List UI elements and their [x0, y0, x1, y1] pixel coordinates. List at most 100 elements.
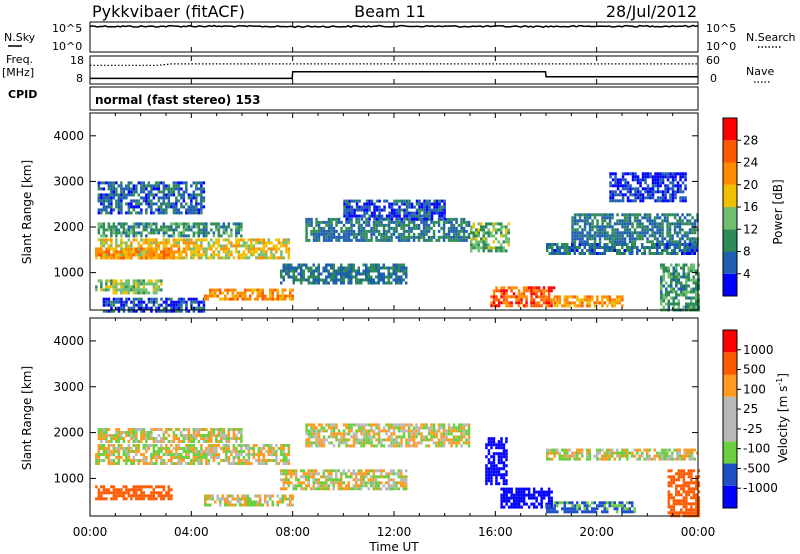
heatmap-cell — [611, 178, 615, 182]
heatmap-cell — [679, 190, 682, 194]
heatmap-cell — [395, 269, 398, 273]
heatmap-cell — [435, 208, 439, 212]
heatmap-cell — [322, 278, 325, 282]
heatmap-cell — [239, 500, 242, 504]
heatmap-cell — [100, 491, 103, 495]
heatmap-cell — [265, 244, 268, 248]
heatmap-cell — [112, 256, 116, 260]
heatmap-cell — [305, 226, 308, 230]
heatmap-cell — [588, 222, 592, 226]
heatmap-cell — [209, 503, 212, 507]
heatmap-cell — [671, 252, 674, 255]
heatmap-cell — [403, 211, 406, 215]
heatmap-cell — [325, 278, 328, 282]
heatmap-cell — [239, 497, 242, 501]
heatmap-cell — [677, 275, 680, 279]
heatmap-cell — [362, 432, 366, 436]
heatmap-cell — [102, 234, 106, 238]
heatmap-cell — [165, 428, 168, 431]
heatmap-cell — [202, 196, 206, 200]
heatmap-cell — [593, 240, 597, 244]
heatmap-cell — [365, 423, 368, 427]
heatmap-cell — [345, 238, 348, 242]
heatmap-cell — [683, 249, 686, 252]
heatmap-cell — [167, 440, 171, 443]
heatmap-cell — [95, 456, 98, 459]
heatmap-cell — [693, 240, 697, 244]
heatmap-cell — [135, 428, 138, 431]
heatmap-cell — [307, 278, 310, 282]
heatmap-cell — [335, 220, 338, 224]
heatmap-cell — [423, 202, 426, 206]
heatmap-cell — [110, 238, 113, 242]
heatmap-cell — [195, 222, 198, 226]
heatmap-cell — [307, 475, 310, 479]
heatmap-cell — [402, 269, 405, 273]
power-colorbar-label: 20 — [743, 178, 758, 192]
heatmap-cell — [327, 235, 331, 239]
heatmap-cell — [157, 190, 161, 194]
heatmap-cell — [377, 484, 380, 488]
heatmap-cell — [215, 428, 218, 431]
heatmap-cell — [442, 232, 446, 236]
heatmap-cell — [280, 459, 283, 462]
heatmap-cell — [692, 278, 695, 282]
heatmap-cell — [172, 231, 176, 235]
heatmap-cell — [596, 222, 599, 226]
heatmap-cell — [162, 208, 166, 212]
heatmap-cell — [672, 287, 675, 291]
heatmap-cell — [363, 211, 366, 215]
heatmap-cell — [180, 181, 183, 185]
heatmap-cell — [300, 266, 303, 270]
heatmap-cell — [686, 246, 689, 249]
heatmap-cell — [212, 222, 216, 226]
heatmap-cell — [405, 217, 409, 221]
heatmap-cell — [350, 223, 353, 227]
heatmap-cell — [487, 222, 490, 226]
heatmap-cell — [477, 228, 480, 232]
heatmap-cell — [265, 241, 268, 245]
heatmap-cell — [197, 440, 201, 443]
heatmap-cell — [234, 297, 237, 301]
heatmap-cell — [212, 244, 216, 248]
heatmap-cell — [130, 187, 133, 191]
heatmap-cell — [305, 220, 308, 224]
heatmap-cell — [197, 193, 201, 197]
heatmap-cell — [387, 269, 390, 273]
heatmap-cell — [142, 196, 146, 200]
heatmap-cell — [437, 220, 441, 224]
heatmap-cell — [352, 423, 356, 427]
heatmap-cell — [315, 232, 318, 236]
heatmap-cell — [537, 286, 541, 290]
heatmap-cell — [269, 288, 272, 292]
heatmap-cell — [656, 190, 660, 194]
heatmap-cell — [415, 441, 418, 445]
heatmap-cell — [182, 241, 186, 245]
heatmap-cell — [690, 266, 693, 270]
heatmap-cell — [380, 487, 383, 491]
heatmap-cell — [137, 488, 141, 492]
heatmap-cell — [685, 296, 688, 300]
heatmap-cell — [427, 235, 431, 239]
heatmap-cell — [581, 219, 584, 223]
heatmap-cell — [175, 228, 178, 232]
heatmap-cell — [195, 428, 198, 431]
heatmap-cell — [117, 250, 121, 254]
heatmap-cell — [167, 205, 171, 209]
heatmap-cell — [672, 305, 675, 309]
heatmap-cell — [656, 249, 659, 252]
heatmap-cell — [142, 456, 146, 459]
heatmap-cell — [362, 269, 365, 273]
heatmap-cell — [382, 266, 385, 270]
heatmap-cell — [270, 250, 273, 254]
heatmap-cell — [280, 453, 283, 456]
heatmap-cell — [105, 253, 108, 257]
heatmap-cell — [256, 494, 259, 498]
heatmap-cell — [207, 459, 211, 462]
heatmap-cell — [452, 435, 456, 439]
heatmap-cell — [395, 423, 398, 427]
heatmap-cell — [185, 187, 188, 191]
heatmap-cell — [120, 279, 123, 283]
heatmap-cell — [197, 250, 201, 254]
heatmap-cell — [112, 228, 116, 232]
